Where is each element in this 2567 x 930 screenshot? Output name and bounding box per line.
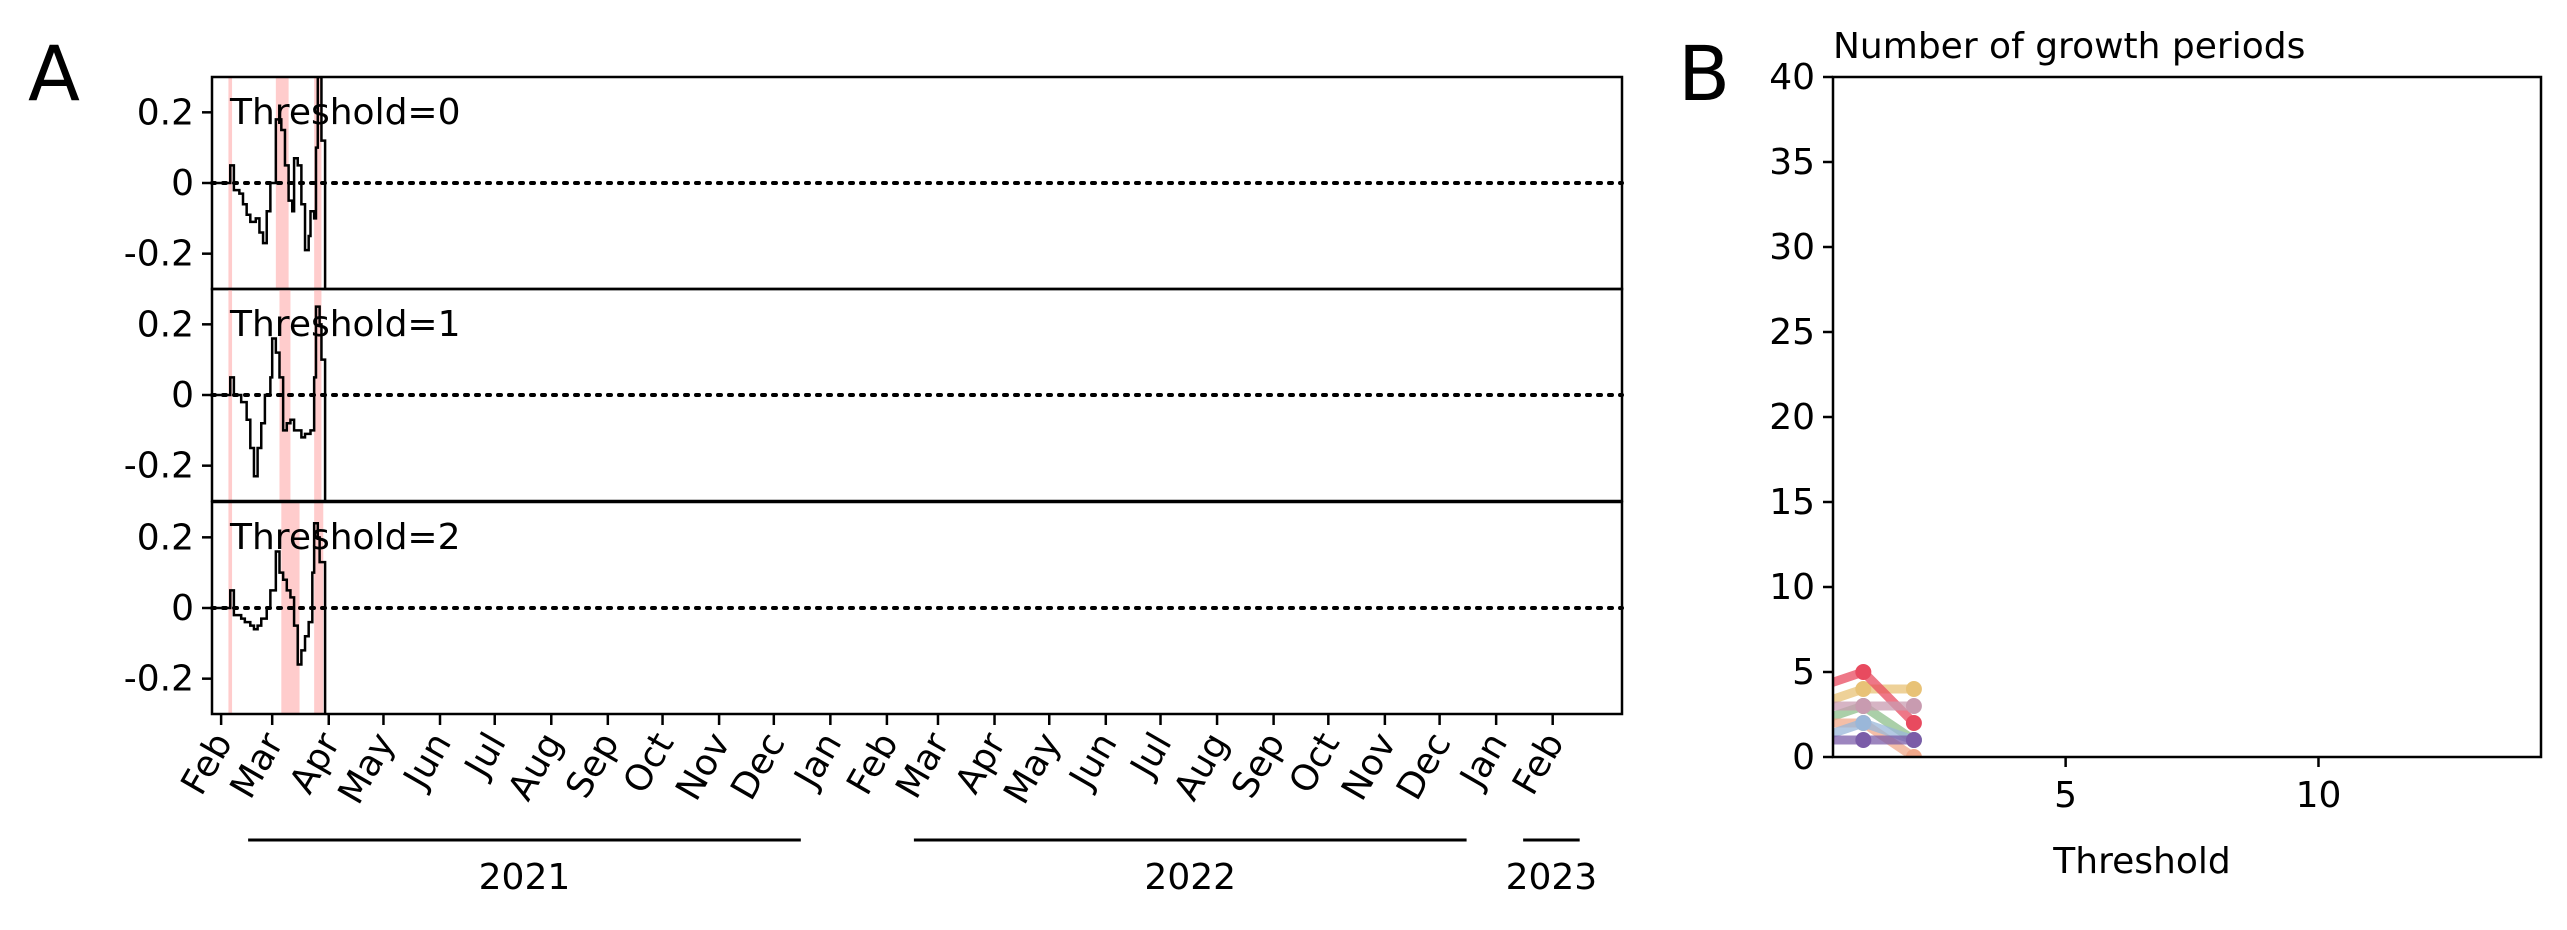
y-tick-label: 0 <box>171 375 194 416</box>
panel-b: B Number of growth periods 0 5 10 15 20 25 30 35 4… <box>1678 26 2543 882</box>
x-tick-label: 5 <box>2054 775 2077 816</box>
y-tick-label: 15 <box>1769 482 1815 523</box>
growth-rate-step-line <box>212 77 327 289</box>
series-point <box>1805 698 1821 714</box>
y-tick-label: 40 <box>1769 57 1815 98</box>
threshold-label: Threshold=2 <box>229 517 460 558</box>
x-tick-label-month: Mar <box>223 726 293 805</box>
series-point <box>1805 698 1821 714</box>
x-tick-label-month: Sep <box>558 726 627 805</box>
y-tick-label: -0.2 <box>124 446 194 487</box>
series-point <box>1855 732 1872 748</box>
series-point <box>1805 715 1821 731</box>
y-tick-label: -0.2 <box>124 234 194 275</box>
subplot-threshold-0: 0.2 0 -0.2 Threshold=0 <box>124 75 1624 291</box>
y-tick-label: 0 <box>1792 737 1815 778</box>
x-tick-label-month: Nov <box>1334 726 1405 807</box>
growth-period-shade <box>314 77 322 289</box>
series-point <box>1855 698 1872 714</box>
panel-a: A 0.20-0.2Threshold=00.20-0.2Threshold=10… <box>28 29 1624 898</box>
subplot-threshold-1: 0.2 0 -0.2 Threshold=1 <box>124 287 1624 503</box>
x-tick-label-month: Dec <box>723 726 793 807</box>
y-tick-label: 0 <box>171 163 194 204</box>
x-axis-label: Threshold <box>2052 841 2230 882</box>
y-tick-label: 0.2 <box>137 304 194 345</box>
growth-rate-step-line <box>212 521 327 714</box>
x-tick-label-month: May <box>996 726 1069 811</box>
plot-frame <box>1831 75 2543 759</box>
growth-period-shade <box>314 502 324 714</box>
growth-rate-step-line <box>212 305 327 501</box>
panel-label-b: B <box>1678 29 1730 118</box>
growth-period-shade <box>314 289 322 501</box>
x-tick-label-month: Dec <box>1389 726 1459 807</box>
year-label: 2022 <box>1144 857 1236 898</box>
series-point <box>1905 732 1922 748</box>
series-point <box>1905 681 1922 697</box>
series-point <box>1905 698 1922 714</box>
series-point <box>1905 715 1922 731</box>
x-tick-label-month: May <box>331 726 404 811</box>
year-label: 2021 <box>479 857 571 898</box>
threshold-label: Threshold=0 <box>229 92 460 133</box>
y-tick-label: 0 <box>171 588 194 629</box>
x-tick-label-month: Jun <box>1061 726 1126 797</box>
x-tick-label-month: Nov <box>668 726 739 807</box>
series-point <box>1805 715 1821 731</box>
subplot-threshold-2: 0.2 0 -0.2 Threshold=2 <box>124 500 1624 716</box>
y-tick-label: 30 <box>1769 227 1815 268</box>
panel-label-a: A <box>28 29 80 118</box>
y-tick-label: -0.2 <box>124 659 194 700</box>
growth-period-shade <box>279 289 291 501</box>
x-tick-label: 10 <box>2296 775 2342 816</box>
x-tick-label-month: Jun <box>395 726 460 797</box>
y-tick-label: 35 <box>1769 142 1815 183</box>
y-tick-label: 5 <box>1792 652 1815 693</box>
year-label: 2023 <box>1506 857 1598 898</box>
y-tick-label: 25 <box>1769 312 1815 353</box>
y-tick-label: 20 <box>1769 397 1815 438</box>
x-tick-label-month: Jan <box>1452 726 1516 796</box>
x-tick-label-month: Feb <box>1505 726 1572 802</box>
y-tick-label: 0.2 <box>137 517 194 558</box>
x-tick-label-month: Jan <box>786 726 850 796</box>
threshold-label: Threshold=1 <box>229 304 460 345</box>
series-point <box>1905 749 1922 757</box>
series-point <box>1855 681 1872 697</box>
chart-title: Number of growth periods <box>1833 26 2305 67</box>
series-point <box>1855 715 1872 731</box>
y-tick-label: 10 <box>1769 567 1815 608</box>
series-point <box>1855 664 1872 680</box>
x-tick-label-month: Sep <box>1224 726 1293 805</box>
x-tick-label-month: Mar <box>888 726 958 805</box>
series-group <box>1805 664 1922 757</box>
x-tick-label-month: Aug <box>500 726 571 807</box>
x-tick-label-month: Aug <box>1166 726 1237 807</box>
y-tick-label: 0.2 <box>137 92 194 133</box>
